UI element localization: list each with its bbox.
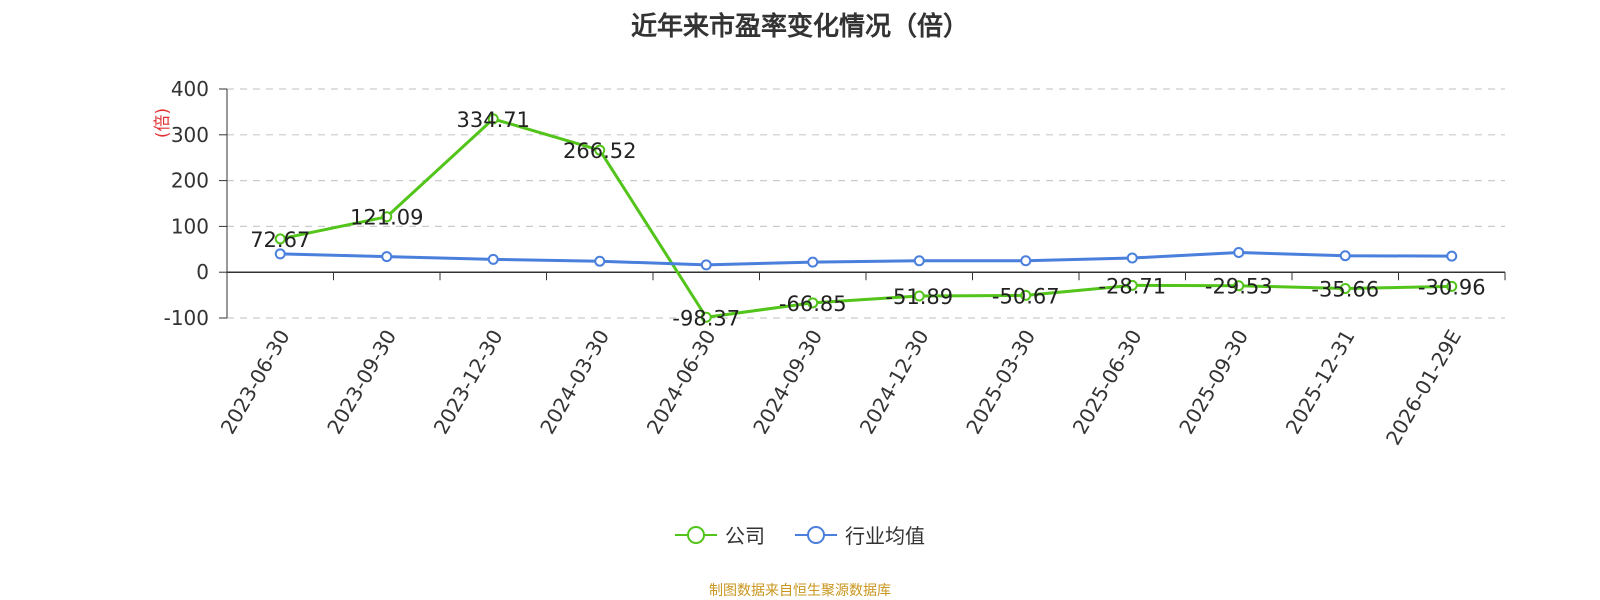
data-point <box>594 144 606 156</box>
x-tick-label: 2024-12-30 <box>855 326 934 439</box>
data-point <box>381 211 393 223</box>
data-point <box>487 253 499 265</box>
legend-label: 行业均值 <box>845 524 925 548</box>
y-tick-label: 300 <box>171 123 209 147</box>
data-label: 72.67 <box>250 228 310 252</box>
y-tick-label: 200 <box>171 169 209 193</box>
legend-swatch-marker <box>807 525 825 544</box>
data-point <box>594 255 606 267</box>
x-tick-label: 2023-06-30 <box>216 326 295 439</box>
legend: 公司 行业均值 <box>0 520 1600 549</box>
y-tick-label: 100 <box>171 214 209 238</box>
line-chart: 400 300 200 100 0 -100 2023-06-30 2023-09-30 202… <box>153 77 1506 450</box>
data-point <box>487 113 499 125</box>
x-tick-label: 2026-01-29E <box>1381 326 1466 450</box>
y-tick-label: 400 <box>171 77 209 101</box>
data-label: -28.71 <box>1098 274 1166 298</box>
x-tick-label: 2025-03-30 <box>961 326 1040 439</box>
data-point <box>381 251 393 263</box>
legend-item[interactable]: 公司 <box>675 520 765 549</box>
legend-line-circle-icon <box>675 525 717 544</box>
data-point <box>1233 280 1245 292</box>
data-point <box>1126 252 1138 264</box>
x-tick-label: 2025-12-31 <box>1281 326 1360 439</box>
data-point <box>1020 255 1032 267</box>
x-tick-label: 2023-12-30 <box>429 326 508 439</box>
data-label: -29.53 <box>1205 275 1273 299</box>
data-point <box>274 248 286 260</box>
data-point <box>913 290 925 302</box>
data-point <box>1339 250 1351 262</box>
series-line <box>280 251 1452 267</box>
data-label: 266.52 <box>563 139 636 163</box>
series-group <box>274 113 1458 323</box>
data-point <box>274 233 286 245</box>
data-label: -30.96 <box>1418 275 1486 299</box>
data-label: -50.67 <box>992 284 1060 308</box>
data-point <box>1446 250 1458 262</box>
data-point <box>1446 280 1458 292</box>
grid-lines <box>227 88 1505 319</box>
x-tick-label: 2025-06-30 <box>1068 326 1147 439</box>
x-tick-label: 2025-09-30 <box>1174 326 1253 439</box>
data-point <box>700 259 712 271</box>
legend-line-circle-icon <box>795 525 837 544</box>
chart-title: 近年来市盈率变化情况（倍） <box>630 12 969 42</box>
x-tick-label: 2024-09-30 <box>748 326 827 439</box>
legend-item[interactable]: 行业均值 <box>795 520 925 549</box>
data-point <box>700 311 712 323</box>
data-label: -35.66 <box>1311 278 1379 302</box>
data-label: -51.89 <box>885 285 953 309</box>
data-label: 334.71 <box>457 108 530 132</box>
x-tick-label: 2023-09-30 <box>322 326 401 439</box>
y-tick-label: -100 <box>164 306 209 330</box>
x-tick-label: 2024-06-30 <box>642 326 721 439</box>
data-point <box>1126 279 1138 291</box>
x-tick-label: 2024-03-30 <box>535 326 614 439</box>
series-line <box>279 117 1452 319</box>
data-point <box>1339 283 1351 295</box>
data-point <box>1020 289 1032 301</box>
source-note: 制图数据来自恒生聚源数据库 <box>709 583 891 599</box>
legend-label: 公司 <box>725 524 765 548</box>
data-point <box>913 255 925 267</box>
y-tick-label: 0 <box>196 260 209 284</box>
data-label: -98.37 <box>672 306 740 330</box>
data-label: -66.85 <box>779 292 847 316</box>
data-point <box>807 256 819 268</box>
legend-swatch-marker <box>687 525 705 544</box>
y-axis-label: (倍) <box>153 108 173 138</box>
data-labels: 72.67 121.09 334.71 266.52 -98.37 -66.85 -51.8… <box>250 108 1485 330</box>
data-point <box>807 297 819 309</box>
data-label: 121.09 <box>350 206 423 230</box>
data-point <box>1233 247 1245 259</box>
